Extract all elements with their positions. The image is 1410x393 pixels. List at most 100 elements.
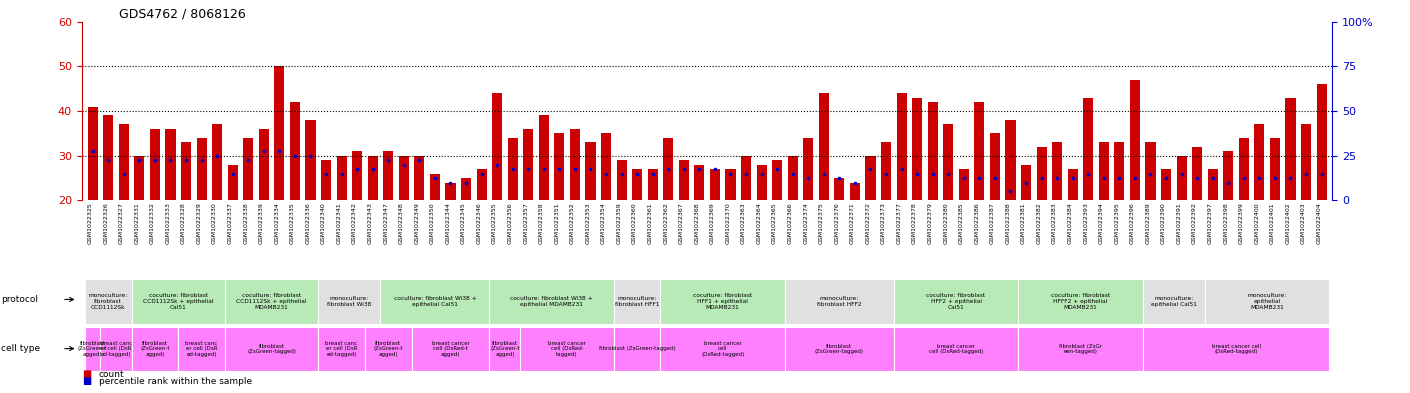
Bar <box>134 156 144 200</box>
Text: GSM1022366: GSM1022366 <box>788 202 792 244</box>
Bar <box>632 169 642 200</box>
Bar <box>678 160 689 200</box>
Text: GSM1022381: GSM1022381 <box>1021 202 1026 244</box>
Bar <box>694 165 705 200</box>
Bar <box>1018 327 1142 371</box>
Point <box>237 157 259 163</box>
Text: GSM1022338: GSM1022338 <box>243 202 248 244</box>
Point <box>673 166 695 172</box>
Bar <box>1067 169 1077 200</box>
Text: GSM1022345: GSM1022345 <box>461 202 465 244</box>
Point <box>657 166 680 172</box>
Point <box>890 166 912 172</box>
Point <box>1093 175 1115 181</box>
Text: protocol: protocol <box>1 295 38 304</box>
Bar <box>321 160 331 200</box>
Bar <box>381 279 489 324</box>
Bar <box>1021 165 1031 200</box>
Text: GSM1022396: GSM1022396 <box>1129 202 1135 244</box>
Bar <box>477 169 486 200</box>
Text: GSM1022356: GSM1022356 <box>508 202 513 244</box>
Bar <box>585 142 595 200</box>
Point <box>1201 175 1224 181</box>
Point <box>1015 179 1038 185</box>
Point <box>843 179 866 185</box>
Point <box>376 157 399 163</box>
Text: GSM1022379: GSM1022379 <box>928 202 932 244</box>
Bar <box>1114 142 1124 200</box>
Text: GSM1022361: GSM1022361 <box>647 202 653 244</box>
Bar <box>943 125 953 200</box>
Text: GSM1022398: GSM1022398 <box>1224 202 1228 244</box>
Text: GSM1022376: GSM1022376 <box>835 202 839 244</box>
Bar <box>337 156 347 200</box>
Bar <box>1317 84 1327 200</box>
Point <box>766 166 788 172</box>
Point <box>611 171 633 177</box>
Point <box>392 162 415 168</box>
Point <box>190 157 213 163</box>
Bar <box>894 327 1018 371</box>
Text: ■: ■ <box>82 376 92 386</box>
Bar <box>881 142 891 200</box>
Bar <box>819 93 829 200</box>
Text: GSM1022326: GSM1022326 <box>103 202 109 244</box>
Point <box>1310 171 1332 177</box>
Bar <box>492 93 502 200</box>
Bar <box>243 138 254 200</box>
Text: coculture: fibroblast
HFF1 + epithelial
MDAMB231: coculture: fibroblast HFF1 + epithelial … <box>694 293 752 310</box>
Bar <box>149 129 159 200</box>
Text: GSM1022364: GSM1022364 <box>757 202 761 244</box>
Bar <box>430 174 440 200</box>
Bar <box>224 279 319 324</box>
Point <box>1062 175 1084 181</box>
Text: cell type: cell type <box>1 344 41 353</box>
Text: GSM1022380: GSM1022380 <box>943 202 949 244</box>
Bar <box>928 102 938 200</box>
Bar <box>1098 142 1108 200</box>
Bar <box>118 125 128 200</box>
Text: GSM1022337: GSM1022337 <box>227 202 233 244</box>
Bar <box>352 151 362 200</box>
Text: GSM1022340: GSM1022340 <box>321 202 326 244</box>
Bar <box>319 327 365 371</box>
Point <box>283 152 306 159</box>
Bar <box>103 116 113 200</box>
Point <box>564 166 587 172</box>
Bar <box>1301 125 1311 200</box>
Bar <box>212 125 223 200</box>
Bar <box>224 327 319 371</box>
Text: GSM1022383: GSM1022383 <box>1052 202 1058 244</box>
Text: GSM1022378: GSM1022378 <box>912 202 916 244</box>
Text: GSM1022387: GSM1022387 <box>990 202 995 244</box>
Point <box>781 171 804 177</box>
Point <box>454 179 477 185</box>
Point <box>1232 175 1255 181</box>
Bar <box>850 182 860 200</box>
Bar <box>1239 138 1249 200</box>
Text: percentile rank within the sample: percentile rank within the sample <box>99 377 252 386</box>
Text: GSM1022395: GSM1022395 <box>1114 202 1120 244</box>
Point <box>1217 179 1239 185</box>
Bar <box>523 129 533 200</box>
Text: GSM1022349: GSM1022349 <box>415 202 419 244</box>
Text: count: count <box>99 370 124 378</box>
Bar <box>613 279 660 324</box>
Bar <box>85 327 100 371</box>
Bar <box>1207 169 1218 200</box>
Bar <box>1142 279 1206 324</box>
Bar <box>412 327 489 371</box>
Bar <box>196 138 207 200</box>
Bar <box>1270 138 1280 200</box>
Text: breast canc
er cell (DsR
ed-tagged): breast canc er cell (DsR ed-tagged) <box>186 341 217 357</box>
Bar <box>1222 151 1234 200</box>
Bar <box>773 160 783 200</box>
Point <box>719 171 742 177</box>
Bar <box>180 142 192 200</box>
Bar <box>1176 156 1187 200</box>
Text: GSM1022386: GSM1022386 <box>974 202 980 244</box>
Bar <box>601 133 611 200</box>
Point <box>642 171 664 177</box>
Point <box>921 171 943 177</box>
Bar <box>990 133 1000 200</box>
